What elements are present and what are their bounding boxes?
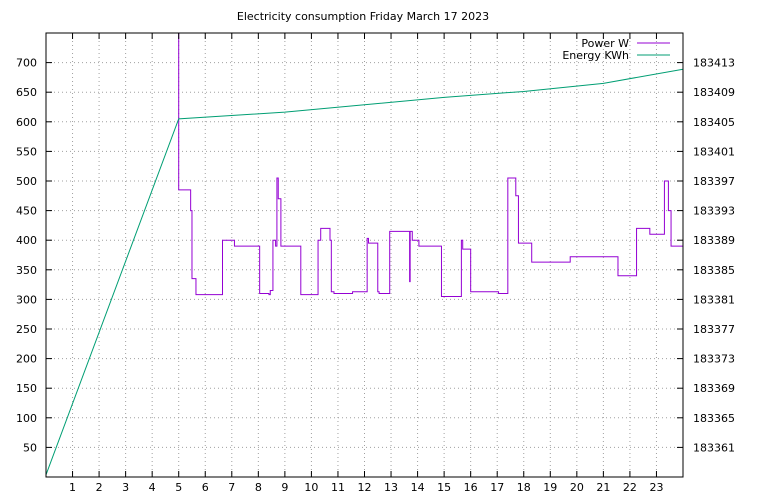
x-tick-label: 5 xyxy=(175,481,182,494)
y-left-tick-label: 650 xyxy=(16,86,37,99)
x-tick-label: 6 xyxy=(202,481,209,494)
y-left-tick-label: 100 xyxy=(16,412,37,425)
y-left-tick-label: 700 xyxy=(16,57,37,70)
x-tick-label: 10 xyxy=(304,481,318,494)
axis-ticks: 1 2 3 4 5 6 7 8 9 10 11 12 13 14 15 16 17 18 19 20 21 22 23501… xyxy=(16,33,735,494)
y-right-tick-label: 183385 xyxy=(693,264,735,277)
y-right-tick-label: 183389 xyxy=(693,234,735,247)
series-layer xyxy=(45,33,684,475)
plot-frame xyxy=(45,32,684,478)
y-right-tick-label: 183369 xyxy=(693,382,735,395)
x-tick-label: 13 xyxy=(384,481,398,494)
y-left-tick-label: 350 xyxy=(16,264,37,277)
y-left-tick-label: 200 xyxy=(16,353,37,366)
grid-lines xyxy=(46,33,683,477)
y-left-tick-label: 50 xyxy=(23,441,37,454)
y-right-tick-label: 183365 xyxy=(693,412,735,425)
y-left-tick-label: 400 xyxy=(16,234,37,247)
y-right-tick-label: 183401 xyxy=(693,145,735,158)
y-right-tick-label: 183381 xyxy=(693,293,735,306)
x-tick-label: 23 xyxy=(649,481,663,494)
x-tick-label: 11 xyxy=(331,481,345,494)
y-right-tick-label: 183373 xyxy=(693,353,735,366)
y-right-tick-label: 183413 xyxy=(693,57,735,70)
x-tick-label: 1 xyxy=(69,481,76,494)
x-tick-label: 3 xyxy=(122,481,129,494)
x-tick-label: 9 xyxy=(281,481,288,494)
y-left-tick-label: 300 xyxy=(16,293,37,306)
y-right-tick-label: 183377 xyxy=(693,323,735,336)
x-tick-label: 4 xyxy=(149,481,156,494)
x-tick-label: 19 xyxy=(543,481,557,494)
x-tick-label: 16 xyxy=(464,481,478,494)
legend-label-energy: Energy KWh xyxy=(562,49,629,62)
x-tick-label: 21 xyxy=(596,481,610,494)
y-left-tick-label: 500 xyxy=(16,175,37,188)
y-left-tick-label: 600 xyxy=(16,116,37,129)
y-left-tick-label: 450 xyxy=(16,205,37,218)
y-right-tick-label: 183409 xyxy=(693,86,735,99)
x-tick-label: 8 xyxy=(255,481,262,494)
legend: Power W Energy KWh xyxy=(562,37,670,62)
legend-label-power: Power W xyxy=(581,37,629,50)
y-right-tick-label: 183397 xyxy=(693,175,735,188)
series-line-power xyxy=(178,33,684,297)
y-right-tick-label: 183393 xyxy=(693,205,735,218)
x-tick-label: 2 xyxy=(96,481,103,494)
x-tick-label: 22 xyxy=(623,481,637,494)
x-tick-label: 17 xyxy=(490,481,504,494)
x-tick-label: 20 xyxy=(570,481,584,494)
x-tick-label: 7 xyxy=(228,481,235,494)
y-right-tick-label: 183405 xyxy=(693,116,735,129)
x-tick-label: 18 xyxy=(517,481,531,494)
chart-title: Electricity consumption Friday March 17 … xyxy=(237,10,489,23)
x-tick-label: 14 xyxy=(411,481,425,494)
x-tick-label: 12 xyxy=(358,481,372,494)
series-line-energy xyxy=(45,68,684,475)
y-right-tick-label: 183361 xyxy=(693,441,735,454)
y-left-tick-label: 550 xyxy=(16,145,37,158)
y-left-tick-label: 250 xyxy=(16,323,37,336)
x-tick-label: 15 xyxy=(437,481,451,494)
y-left-tick-label: 150 xyxy=(16,382,37,395)
